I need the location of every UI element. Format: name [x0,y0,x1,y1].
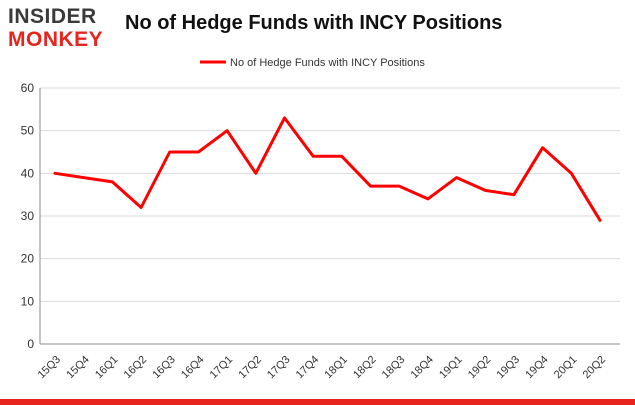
x-tick-label: 18Q4 [408,354,436,382]
x-tick-label: 19Q4 [523,354,551,382]
x-tick-label: 18Q3 [380,354,408,382]
axes [39,88,620,345]
x-tick-label: 16Q2 [122,354,150,382]
x-tick-label: 17Q3 [265,354,293,382]
x-tick-label: 15Q4 [64,354,92,382]
legend: No of Hedge Funds with INCY Positions [200,57,425,69]
legend-label: No of Hedge Funds with INCY Positions [230,57,425,69]
insider-monkey-logo: INSIDER MONKEY [8,6,118,54]
x-tick-label: 20Q1 [552,354,580,382]
series-line [53,116,602,222]
x-tick-label: 20Q2 [581,354,609,382]
x-tick-labels: 15Q3 15Q4 16Q1 16Q2 16Q3 16Q4 17Q1 17Q2 17Q3 17Q4… [36,354,609,382]
y-tick-label: 50 [21,124,35,138]
x-tick-label: 19Q1 [437,354,465,382]
x-tick-label: 18Q2 [351,354,379,382]
x-tick-label: 19Q2 [466,354,494,382]
y-tick-label: 30 [21,209,35,223]
y-tick-label: 0 [27,337,34,351]
x-tick-label: 16Q3 [150,354,178,382]
x-tick-label: 17Q1 [208,354,236,382]
x-tick-label: 19Q3 [495,354,523,382]
grid-lines [40,87,620,302]
series-lines [53,116,602,222]
bottom-accent-bar [0,399,635,405]
chart-title: No of Hedge Funds with INCY Positions [125,12,503,34]
x-tick-label: 16Q4 [179,354,207,382]
x-tick-label: 16Q1 [93,354,121,382]
x-tick-label: 15Q3 [36,354,64,382]
logo-text-monkey: MONKEY [8,28,104,51]
x-tick-label: 17Q4 [294,354,322,382]
y-tick-label: 10 [21,294,35,308]
x-tick-label: 18Q1 [322,354,350,382]
y-tick-labels: 0 10 20 30 40 50 60 [21,81,35,351]
logo-text-insider: INSIDER [8,5,97,28]
y-tick-label: 20 [21,252,35,266]
y-tick-label: 40 [21,166,35,180]
x-tick-label: 17Q2 [236,354,264,382]
y-tick-label: 60 [21,81,35,95]
